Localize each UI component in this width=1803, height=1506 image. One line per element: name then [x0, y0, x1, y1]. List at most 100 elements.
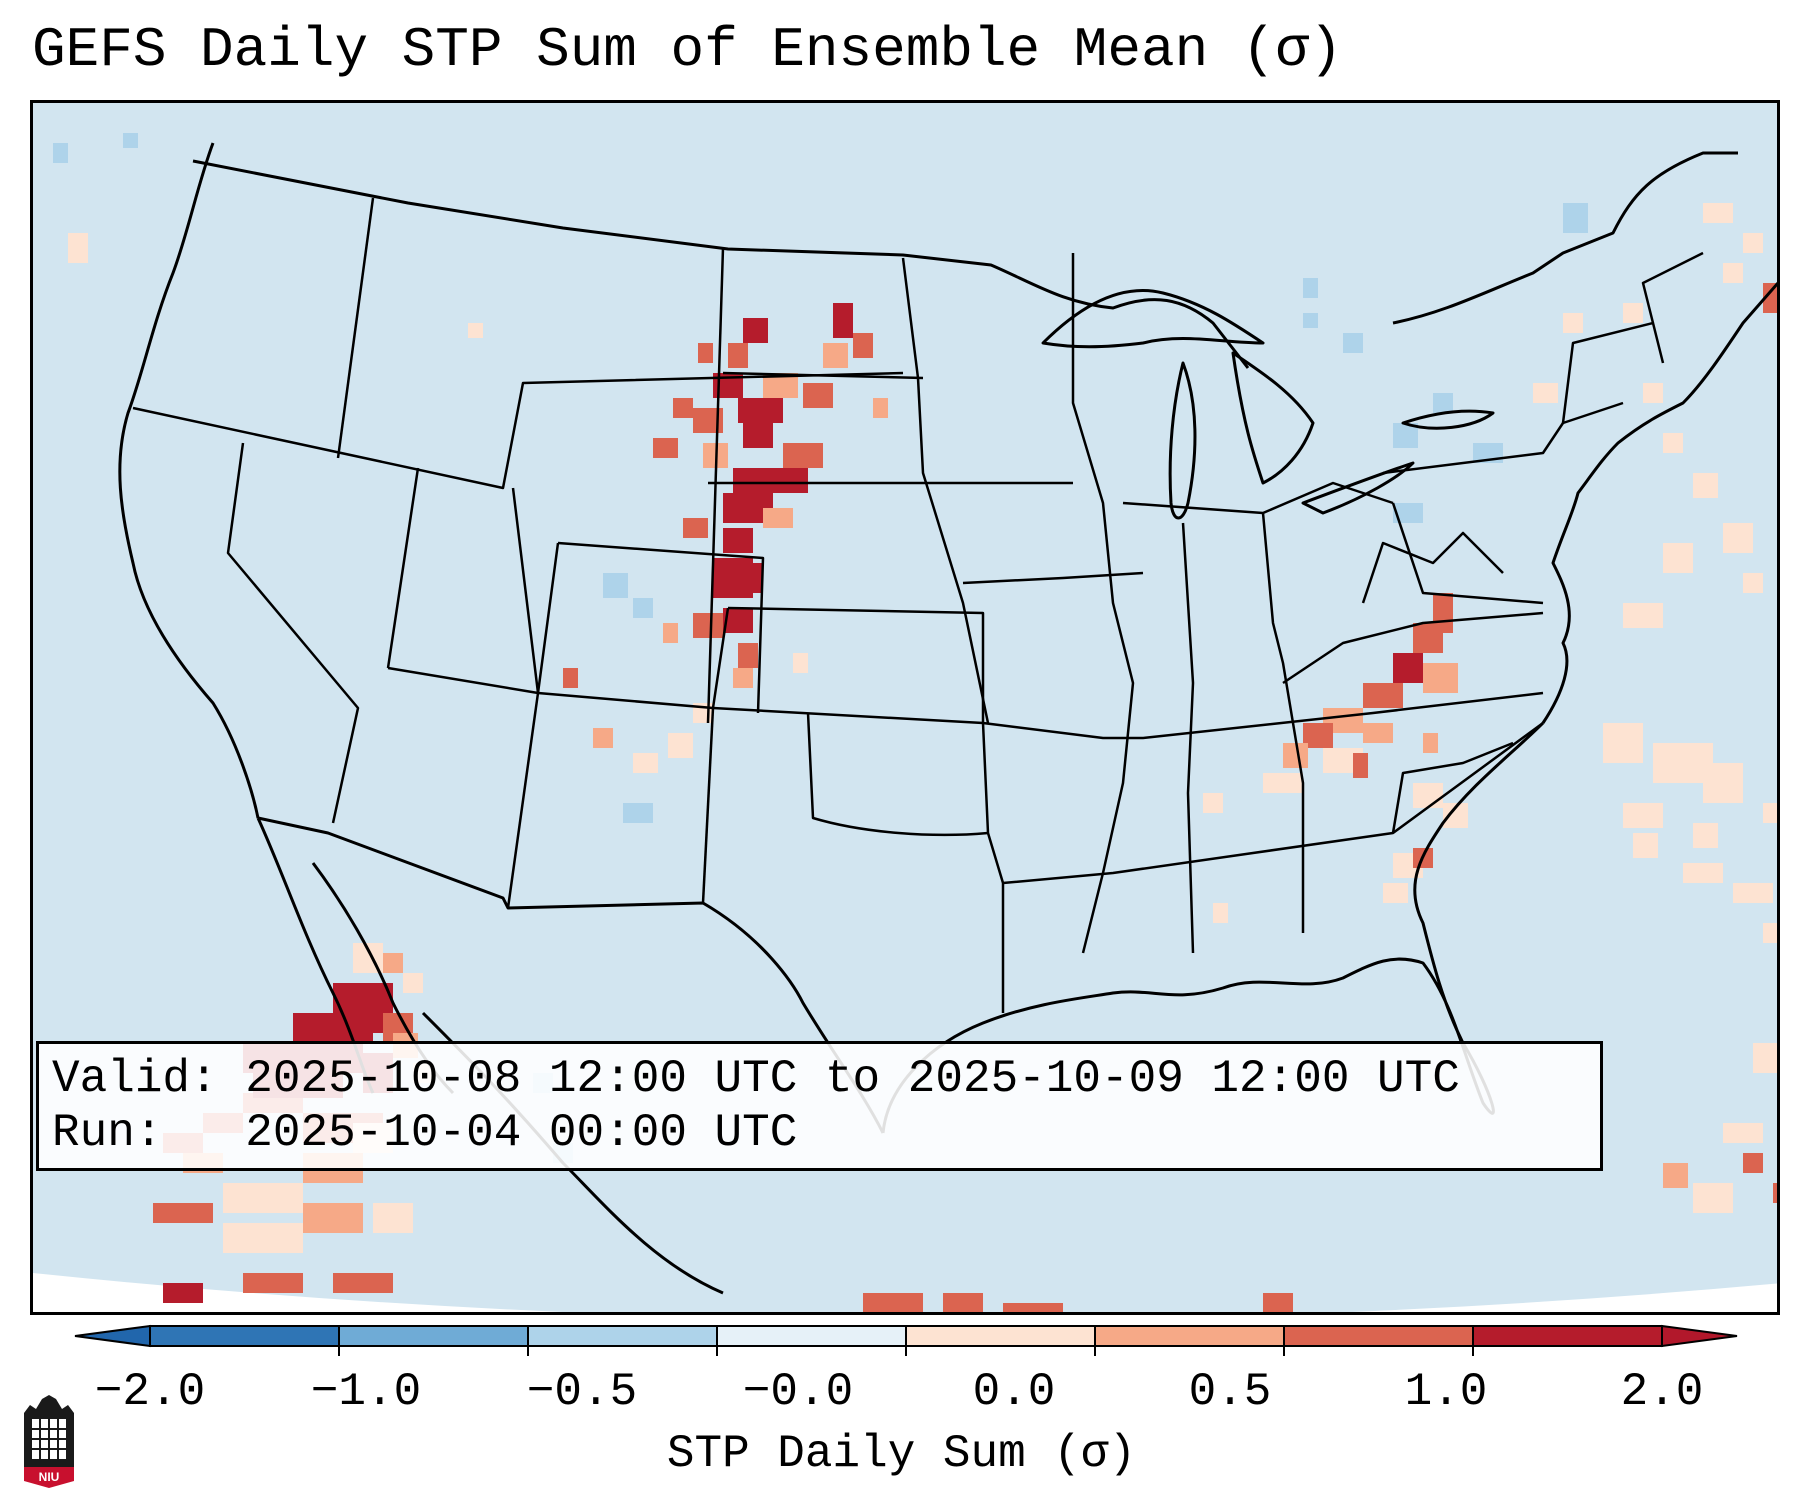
stp-cell [1393, 653, 1423, 683]
chart-title: GEFS Daily STP Sum of Ensemble Mean (σ) [32, 18, 1343, 82]
stp-cell [1763, 923, 1777, 943]
canada-border [192, 159, 1250, 369]
atlantic-coast [1541, 282, 1777, 724]
stp-cell [1303, 278, 1318, 298]
stp-cell [223, 1183, 303, 1213]
stp-cell [943, 1293, 983, 1312]
run-time: 2025-10-04 00:00 UTC [245, 1107, 798, 1159]
stp-cell [1693, 823, 1718, 848]
stp-cell [673, 398, 693, 418]
stp-cell [1683, 863, 1723, 883]
stp-cell [698, 343, 713, 363]
stp-cell [1623, 303, 1643, 323]
state-lines [132, 197, 1704, 1013]
stp-cell [1763, 283, 1777, 313]
run-label: Run: [52, 1107, 163, 1159]
stp-cell [1263, 1293, 1293, 1312]
stp-cell [383, 953, 403, 973]
stp-cell [633, 598, 653, 618]
valid-time-range: 2025-10-08 12:00 UTC to 2025-10-09 12:00… [245, 1053, 1460, 1105]
stp-cell [1343, 333, 1363, 353]
stp-cell [468, 323, 483, 338]
stp-cell [1743, 1153, 1763, 1173]
stp-cell [603, 573, 628, 598]
pacific-coast [118, 142, 260, 819]
colorbar-tick-label: −1.0 [310, 1366, 422, 1418]
stp-cell [1413, 623, 1443, 653]
stp-cell [1663, 543, 1693, 573]
stp-cell [1363, 683, 1403, 708]
stp-cell [1433, 393, 1453, 413]
stp-cell [1693, 1183, 1733, 1213]
stp-cell [1533, 383, 1558, 403]
stp-cell [733, 668, 753, 688]
stp-cell [733, 468, 778, 493]
stp-cell [1663, 1163, 1688, 1188]
colorbar-extend-high [1661, 1324, 1738, 1348]
lake-erie [1301, 461, 1415, 515]
stp-cell [153, 1203, 213, 1223]
stp-cell [1643, 383, 1663, 403]
niu-logo: NIU [24, 1395, 74, 1488]
stp-cell [1203, 793, 1223, 813]
stp-cell [1563, 203, 1588, 233]
colorbar-tick-label: 2.0 [1620, 1366, 1704, 1418]
colorbar-segment [150, 1326, 340, 1346]
stp-cell [623, 803, 653, 823]
lake-huron [1231, 351, 1315, 485]
stp-cell [873, 398, 888, 418]
colorbar-segment [528, 1326, 718, 1346]
valid-label: Valid: [52, 1053, 218, 1105]
stp-cell [863, 1293, 923, 1312]
stp-cell [223, 1223, 303, 1253]
stp-cell [53, 143, 68, 163]
stp-cell [1623, 803, 1663, 828]
stp-cell [1723, 523, 1753, 553]
stp-cell [1763, 803, 1777, 823]
colorbar-segment [1473, 1326, 1663, 1346]
stp-cell [763, 508, 793, 528]
stp-cell [1423, 663, 1458, 693]
stp-cell [303, 1203, 363, 1233]
stp-cell [403, 973, 423, 993]
stp-cell [1383, 883, 1408, 903]
stp-cell [793, 653, 808, 673]
colorbar-label: STP Daily Sum (σ) [666, 1428, 1137, 1480]
stp-cell [853, 333, 873, 358]
stp-cell [1303, 313, 1318, 328]
stp-cell [1723, 1123, 1763, 1143]
colorbar-tick-label: −0.0 [742, 1366, 854, 1418]
stp-cell [728, 343, 748, 368]
stp-cell [1413, 783, 1443, 808]
stp-cell [123, 133, 138, 148]
stp-cell [1353, 753, 1368, 778]
colorbar-extend-low [74, 1324, 151, 1348]
colorbar-segment [906, 1326, 1096, 1346]
stp-cell [1743, 573, 1763, 593]
stp-cell [1743, 233, 1763, 253]
stp-cell [738, 643, 758, 668]
stp-cell [243, 1273, 303, 1293]
stp-cell [1423, 733, 1438, 753]
stp-cell [743, 318, 768, 343]
stp-cell [1773, 1183, 1777, 1203]
stp-cell [1723, 263, 1743, 283]
colorbar-segment [1284, 1326, 1474, 1346]
stp-cell [1283, 743, 1308, 768]
stp-cell [723, 528, 753, 553]
stp-cell [1363, 723, 1393, 743]
stp-cell [1703, 203, 1733, 223]
stp-cell [593, 728, 613, 748]
colorbar-segment [1095, 1326, 1285, 1346]
stp-cell [833, 303, 853, 338]
stp-cell [738, 398, 783, 423]
colorbar-segment [339, 1326, 529, 1346]
stp-cell [693, 613, 723, 638]
canada-border-east [1392, 151, 1738, 325]
colorbar-tick-label: 0.0 [972, 1366, 1056, 1418]
stp-cell [1703, 763, 1743, 803]
stp-cell [1603, 723, 1643, 763]
stp-cell [633, 753, 658, 773]
stp-cell [1393, 503, 1423, 523]
colorbar-tick-label: 0.5 [1188, 1366, 1272, 1418]
